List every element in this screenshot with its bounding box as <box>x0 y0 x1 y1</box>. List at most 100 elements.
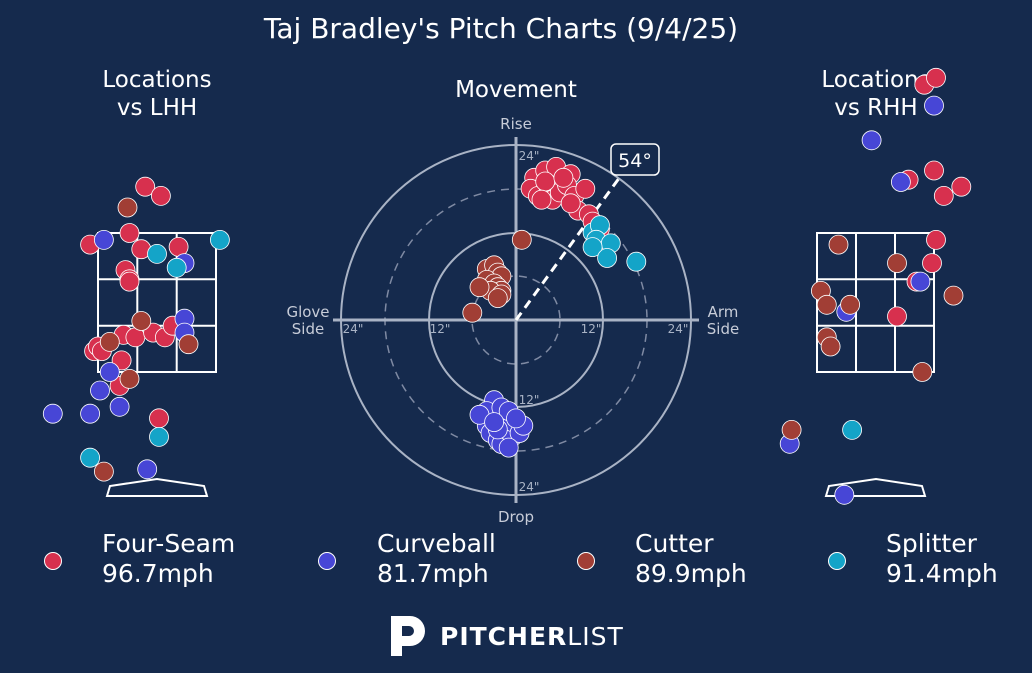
rhh-point-splitter <box>842 419 862 440</box>
legend-pitch-splitter: Splitter <box>886 529 977 558</box>
lhh-point-curveball <box>109 396 130 417</box>
rhh-point-four-seam <box>924 160 944 181</box>
movement-point-curveball <box>506 408 526 429</box>
ring-label-right-12: 12" <box>581 322 602 336</box>
rhh-point-cutter <box>887 253 907 274</box>
legend-pitch-four-seam: Four-Seam <box>102 529 236 558</box>
lhh-point-cutter <box>94 461 114 482</box>
lhh-point-splitter <box>80 447 100 468</box>
rhh-point-cutter <box>943 285 964 306</box>
lhh-point-four-seam <box>150 185 171 206</box>
locations-lhh-panel: Locations vs LHH <box>42 67 230 497</box>
movement-point-four-seam <box>560 193 581 214</box>
legend-velo-cutter: 89.9mph <box>635 559 747 588</box>
label-glove-1: Glove <box>286 303 329 321</box>
legend-marker-cutter <box>577 552 595 570</box>
ring-label-bottom-12: 12" <box>519 393 540 407</box>
ring-label-bottom-24: 24" <box>519 480 540 494</box>
rhh-title-line2: vs RHH <box>834 95 917 121</box>
legend-marker-four-seam <box>44 552 62 570</box>
lhh-point-curveball <box>42 403 63 424</box>
lhh-point-curveball <box>137 459 158 480</box>
rhh-point-curveball <box>861 130 882 151</box>
lhh-point-curveball <box>90 380 110 401</box>
rhh-points <box>779 67 972 505</box>
lhh-point-cutter <box>119 368 140 389</box>
legend-marker-curveball <box>318 552 336 570</box>
rhh-point-curveball <box>910 271 931 292</box>
lhh-title-line2: vs LHH <box>117 95 197 121</box>
ring-label-left-24: 24" <box>343 322 364 336</box>
movement-point-splitter <box>582 237 603 258</box>
rhh-point-cutter <box>781 419 802 440</box>
rhh-point-cutter <box>816 294 837 315</box>
rhh-point-four-seam <box>922 253 942 274</box>
lhh-title-line1: Locations <box>102 67 211 93</box>
movement-point-cutter <box>469 277 490 298</box>
lhh-point-four-seam <box>135 176 156 197</box>
movement-panel: Movement Rise Drop Glove Side Arm Side 2… <box>286 77 739 526</box>
movement-point-splitter <box>626 251 647 272</box>
legend-velo-curveball: 81.7mph <box>377 559 489 588</box>
pitcherlist-logo: PITCHERLIST <box>388 612 623 658</box>
lhh-point-four-seam <box>119 271 140 292</box>
rhh-home-plate <box>824 477 927 497</box>
lhh-point-cutter <box>117 197 138 218</box>
rhh-point-curveball <box>834 484 855 505</box>
lhh-point-splitter <box>209 229 230 250</box>
label-arm-1: Arm <box>708 303 739 321</box>
locations-rhh-panel: Locations vs RHH <box>779 67 972 505</box>
movement-point-four-seam <box>575 178 596 199</box>
lhh-point-cutter <box>99 331 120 352</box>
legend-velo-four-seam: 96.7mph <box>102 559 214 588</box>
rhh-point-four-seam <box>926 229 946 250</box>
lhh-point-splitter <box>149 426 169 447</box>
rhh-point-curveball <box>891 172 911 192</box>
legend-velo-splitter: 91.4mph <box>886 559 998 588</box>
movement-point-cutter <box>487 288 508 309</box>
rhh-point-curveball <box>924 95 944 116</box>
label-rise: Rise <box>500 115 532 133</box>
rhh-point-cutter <box>840 294 860 315</box>
ring-label-top-24: 24" <box>519 149 540 163</box>
lhh-home-plate <box>105 477 209 497</box>
rhh-point-four-seam <box>951 176 972 197</box>
lhh-point-four-seam <box>149 408 169 429</box>
rhh-point-four-seam <box>933 185 954 206</box>
brand-bold: PITCHER <box>440 622 568 651</box>
ring-label-right-24: 24" <box>668 322 689 336</box>
lhh-point-splitter <box>147 243 167 264</box>
label-drop: Drop <box>498 508 534 526</box>
rhh-title-line1: Locations <box>821 67 930 93</box>
movement-point-splitter <box>597 248 617 268</box>
arm-angle-badge: 54° <box>610 143 660 176</box>
movement-point-curveball <box>498 437 519 458</box>
brand-light: LIST <box>567 622 624 651</box>
rhh-point-cutter <box>820 336 841 357</box>
legend-pitch-curveball: Curveball <box>377 529 496 558</box>
movement-point-four-seam <box>535 171 556 192</box>
movement-title: Movement <box>455 77 577 103</box>
movement-point-cutter <box>462 302 483 323</box>
pitch-legend: Four-Seam 96.7mph Curveball 81.7mph Cutt… <box>0 525 1032 595</box>
rhh-point-cutter <box>912 362 933 382</box>
lhh-point-four-seam <box>119 223 140 243</box>
movement-point-four-seam <box>553 167 574 188</box>
label-arm-2: Side <box>707 320 739 338</box>
lhh-point-splitter <box>166 257 187 278</box>
legend-pitch-cutter: Cutter <box>635 529 714 558</box>
lhh-point-curveball <box>99 362 120 382</box>
movement-points <box>462 156 647 458</box>
lhh-point-cutter <box>131 311 152 331</box>
movement-point-four-seam <box>531 189 552 210</box>
label-glove-2: Side <box>292 320 324 338</box>
movement-point-cutter <box>511 229 532 250</box>
legend-marker-splitter <box>828 552 846 570</box>
figure-title: Taj Bradley's Pitch Charts (9/4/25) <box>263 12 738 45</box>
lhh-point-curveball <box>94 229 114 250</box>
movement-point-curveball <box>484 412 505 433</box>
rhh-point-four-seam <box>887 306 907 327</box>
ring-label-left-12: 12" <box>430 322 451 336</box>
rhh-point-four-seam <box>926 67 946 88</box>
